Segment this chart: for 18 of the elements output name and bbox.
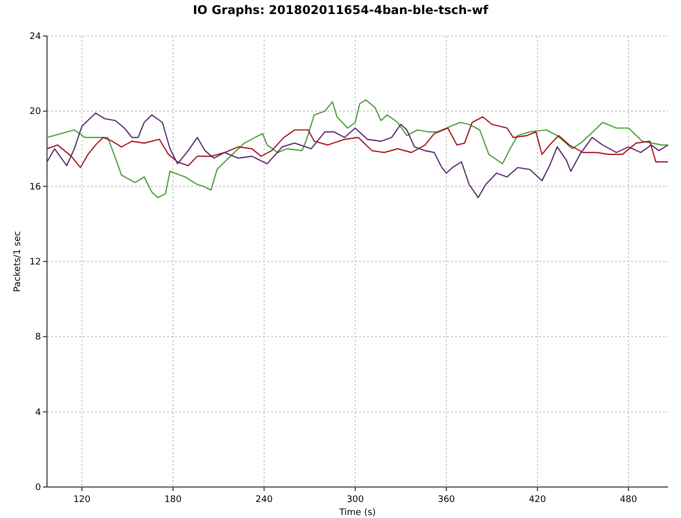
y-tick-label: 16: [30, 182, 42, 192]
x-tick-label: 360: [438, 495, 456, 505]
x-axis-title: Time (s): [338, 508, 376, 518]
x-tick-label: 300: [346, 495, 364, 505]
x-tick-label: 240: [256, 495, 273, 505]
y-tick-label: 12: [30, 258, 41, 268]
y-tick-label: 24: [30, 32, 42, 42]
y-tick-label: 0: [35, 483, 42, 493]
chart-title: IO Graphs: 201802011654-4ban-ble-tsch-wf: [192, 3, 489, 17]
line-series: [46, 116, 669, 168]
y-tick-label: 8: [35, 332, 42, 343]
y-axis-title: Packets/1 sec: [13, 230, 23, 292]
x-tick-label: 420: [528, 495, 546, 505]
y-tick-label: 20: [30, 107, 42, 118]
x-tick-label: 180: [164, 495, 182, 505]
x-tick-label: 120: [73, 495, 91, 505]
y-tick-label: 4: [35, 408, 42, 418]
x-tick-label: 480: [620, 495, 638, 505]
